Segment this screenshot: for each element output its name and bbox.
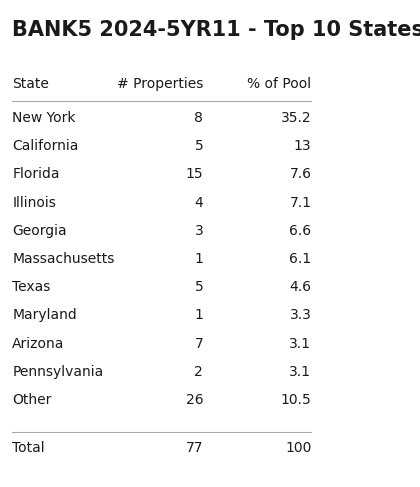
Text: 13: 13 bbox=[294, 139, 311, 153]
Text: 2: 2 bbox=[194, 365, 203, 379]
Text: 7.1: 7.1 bbox=[289, 196, 311, 210]
Text: New York: New York bbox=[12, 111, 76, 125]
Text: 100: 100 bbox=[285, 441, 311, 455]
Text: BANK5 2024-5YR11 - Top 10 States: BANK5 2024-5YR11 - Top 10 States bbox=[12, 19, 420, 39]
Text: Pennsylvania: Pennsylvania bbox=[12, 365, 104, 379]
Text: Other: Other bbox=[12, 393, 52, 407]
Text: Illinois: Illinois bbox=[12, 196, 56, 210]
Text: 77: 77 bbox=[186, 441, 203, 455]
Text: Total: Total bbox=[12, 441, 45, 455]
Text: Maryland: Maryland bbox=[12, 308, 77, 322]
Text: 6.6: 6.6 bbox=[289, 224, 311, 238]
Text: 5: 5 bbox=[194, 280, 203, 294]
Text: % of Pool: % of Pool bbox=[247, 77, 311, 92]
Text: 3.1: 3.1 bbox=[289, 365, 311, 379]
Text: 8: 8 bbox=[194, 111, 203, 125]
Text: 1: 1 bbox=[194, 308, 203, 322]
Text: 35.2: 35.2 bbox=[281, 111, 311, 125]
Text: 10.5: 10.5 bbox=[281, 393, 311, 407]
Text: 4: 4 bbox=[194, 196, 203, 210]
Text: # Properties: # Properties bbox=[117, 77, 203, 92]
Text: 3.1: 3.1 bbox=[289, 337, 311, 351]
Text: State: State bbox=[12, 77, 49, 92]
Text: Massachusetts: Massachusetts bbox=[12, 252, 115, 266]
Text: 26: 26 bbox=[186, 393, 203, 407]
Text: 7.6: 7.6 bbox=[289, 168, 311, 182]
Text: 1: 1 bbox=[194, 252, 203, 266]
Text: California: California bbox=[12, 139, 79, 153]
Text: 7: 7 bbox=[194, 337, 203, 351]
Text: 3: 3 bbox=[194, 224, 203, 238]
Text: 5: 5 bbox=[194, 139, 203, 153]
Text: Arizona: Arizona bbox=[12, 337, 65, 351]
Text: 4.6: 4.6 bbox=[289, 280, 311, 294]
Text: 3.3: 3.3 bbox=[289, 308, 311, 322]
Text: 6.1: 6.1 bbox=[289, 252, 311, 266]
Text: Texas: Texas bbox=[12, 280, 51, 294]
Text: Georgia: Georgia bbox=[12, 224, 67, 238]
Text: Florida: Florida bbox=[12, 168, 60, 182]
Text: 15: 15 bbox=[186, 168, 203, 182]
